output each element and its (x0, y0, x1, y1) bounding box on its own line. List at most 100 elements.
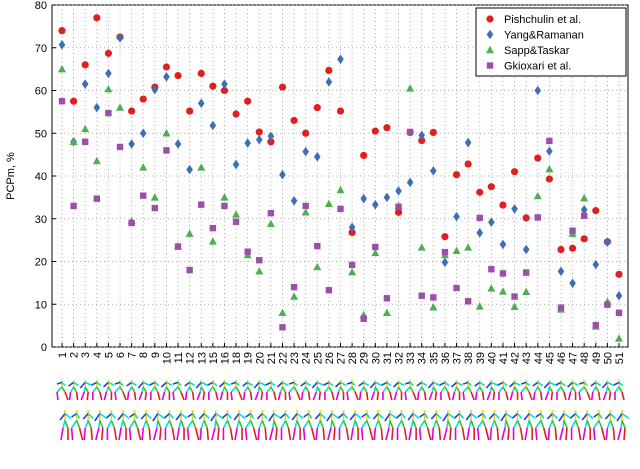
data-point (58, 27, 66, 35)
pose-limb (447, 420, 452, 429)
data-point (475, 302, 484, 310)
data-point (93, 195, 101, 202)
pose-limb (175, 413, 182, 421)
pose-limb (191, 391, 195, 401)
pose-limb (449, 427, 452, 441)
data-point (313, 262, 322, 271)
pose-limb (110, 413, 117, 419)
pose-limb (296, 391, 301, 401)
pose-limb (618, 386, 623, 393)
pose-limb (78, 427, 84, 441)
pose-limb (601, 427, 606, 441)
data-point (336, 185, 345, 194)
data-point (429, 128, 437, 136)
pose-limb (119, 386, 124, 393)
pose-limb (592, 427, 596, 441)
data-point (174, 243, 182, 250)
pose-limb (247, 381, 254, 387)
pose-limb (559, 427, 564, 441)
data-point (360, 151, 368, 160)
data-point (615, 334, 623, 342)
pose-limb (318, 391, 322, 401)
pose-limb (618, 381, 624, 387)
pose-limb (64, 412, 72, 420)
pose-limb (368, 427, 374, 441)
pose-limb (233, 413, 240, 421)
pose-limb (386, 386, 391, 393)
data-point (522, 269, 530, 276)
pose-limb (126, 381, 133, 387)
data-point (58, 39, 66, 50)
pose-limb (416, 391, 420, 401)
legend-label: Gkioxari et al. (504, 61, 571, 73)
pose-limb (80, 391, 85, 401)
pose-limb (372, 413, 379, 420)
pose-limb (311, 381, 318, 389)
pose-limb (305, 381, 312, 387)
pose-limb (605, 427, 609, 441)
pose-limb (188, 386, 194, 393)
data-point (348, 261, 356, 269)
pose-limb (177, 386, 182, 393)
pose-limb (616, 413, 623, 422)
pose-limb (385, 427, 390, 441)
data-point (348, 222, 356, 233)
pose-limb (133, 413, 139, 419)
pose-limb (395, 412, 403, 419)
data-point (418, 292, 425, 299)
y-axis-label: PCPm, % (5, 152, 17, 200)
pose-limb (191, 413, 197, 419)
pose-limb (148, 427, 152, 441)
pose-limb (540, 420, 545, 429)
x-tick-label: 40 (486, 352, 498, 364)
pose-limb (528, 420, 533, 429)
data-point (325, 77, 333, 87)
pose-limb (113, 427, 118, 441)
pose-limb (532, 391, 536, 401)
pose-limb (380, 427, 384, 441)
pose-limb (512, 412, 519, 419)
pose-limb (99, 420, 104, 429)
pose-limb (535, 420, 542, 429)
data-point (406, 84, 415, 92)
pose-limb (160, 381, 167, 388)
pose-limb (509, 391, 514, 401)
pose-limb (161, 391, 166, 401)
pose-limb (60, 427, 64, 441)
pose-limb (59, 413, 66, 421)
pose-limb (455, 386, 461, 393)
pose-limb (180, 412, 188, 420)
pose-limb (219, 391, 224, 401)
legend-box (475, 7, 627, 77)
pose-limb (434, 391, 438, 401)
data-point (534, 85, 542, 96)
pose-limb (316, 420, 322, 429)
data-point (569, 278, 576, 289)
pose-limb (73, 381, 80, 387)
data-point (511, 293, 518, 300)
x-tick-label: 44 (533, 352, 545, 364)
data-point (139, 128, 147, 139)
pose-limb (277, 391, 282, 401)
pose-limb (574, 420, 580, 429)
data-point (348, 267, 357, 276)
pose-limb (157, 420, 162, 429)
pose-limb (505, 391, 509, 401)
pose-limb (280, 420, 287, 429)
data-point (163, 147, 170, 154)
pose-limb (87, 420, 92, 429)
pose-limb (590, 381, 597, 387)
pose-limb (200, 381, 209, 387)
pose-limb (142, 381, 151, 387)
pose-limb (544, 391, 550, 401)
pose-limb (164, 420, 171, 429)
pose-limb (582, 427, 586, 441)
x-tick-label: 49 (591, 352, 603, 364)
data-point (244, 97, 252, 105)
data-point (406, 177, 414, 188)
pose-limb (238, 391, 243, 401)
pose-limb (79, 381, 86, 389)
pose-limb (374, 386, 379, 393)
pose-limb (547, 427, 551, 441)
pose-limb (180, 420, 185, 429)
